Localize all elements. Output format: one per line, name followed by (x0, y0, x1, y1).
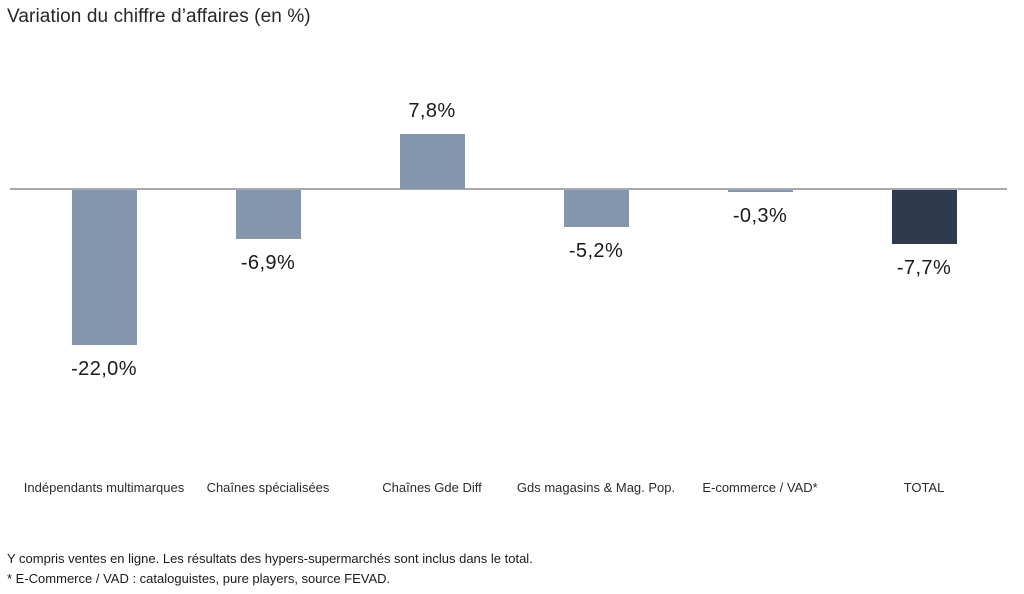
bar-value-label: -6,9% (240, 251, 296, 274)
bar-value-label: -22,0% (71, 358, 137, 381)
bar-value-label: -5,2% (568, 239, 624, 262)
bar (563, 190, 629, 227)
bar-value-label: -0,3% (732, 205, 788, 228)
bar-value-label: 7,8% (408, 100, 456, 122)
footnote-line-1: Y compris ventes en ligne. Les résultats… (7, 551, 533, 566)
category-label: E-commerce / VAD* (702, 480, 818, 495)
x-axis-line (10, 188, 1007, 190)
bar (71, 190, 137, 346)
category-label: TOTAL (903, 480, 945, 495)
bar (399, 134, 465, 189)
footnote-line-2: * E-Commerce / VAD : cataloguistes, pure… (7, 571, 391, 586)
bar (235, 190, 301, 239)
category-label: Indépendants multimarques (23, 480, 185, 495)
footnotes: Y compris ventes en ligne. Les résultats… (7, 549, 533, 589)
category-label: Gds magasins & Mag. Pop. (516, 480, 676, 495)
chart-title: Variation du chiffre d’affaires (en %) (7, 6, 311, 27)
category-label: Chaînes Gde Diff (382, 480, 482, 495)
category-label: Chaînes spécialisées (206, 480, 330, 495)
bar (891, 190, 957, 245)
bar (727, 190, 793, 193)
bar-value-label: -7,7% (896, 257, 952, 280)
